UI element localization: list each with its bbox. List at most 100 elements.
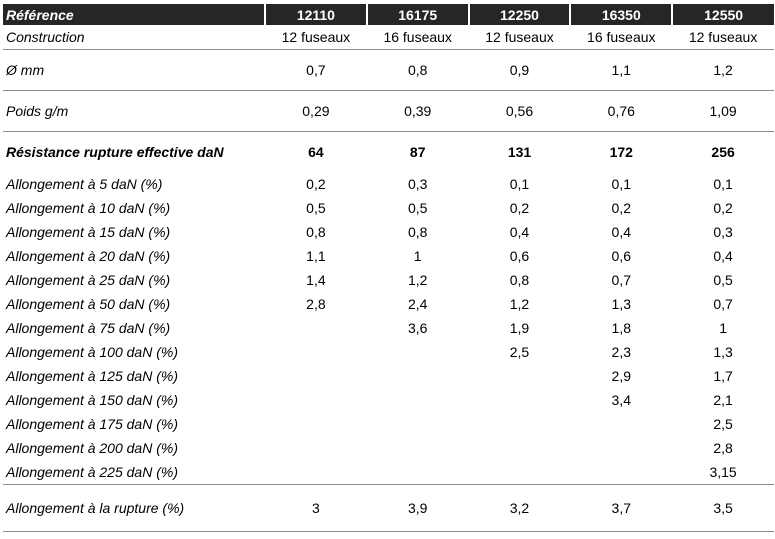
table-cell: [570, 412, 672, 436]
table-cell: [469, 412, 571, 436]
table-cell: 1,2: [407, 272, 428, 288]
table-body: Construction 12 fuseaux 16 fuseaux 12 fusea…: [3, 25, 774, 532]
table-row: Allongement à 75 daN (%) 3,6 1,9 1,8 1: [3, 316, 774, 340]
table-row: Allongement à 5 daN (%) 0,2 0,3 0,1 0,1 0,1: [3, 172, 774, 196]
table-cell: 0,5: [407, 200, 428, 216]
table-cell: 0,5: [713, 272, 733, 288]
table-row: Allongement à la rupture (%) 3 3,9 3,2 3,7 3,…: [3, 484, 774, 532]
header-cell: 12550: [671, 4, 774, 25]
table-cell: 16 fuseaux: [366, 25, 469, 50]
table-cell: 1,09: [672, 90, 774, 132]
table-row: Allongement à 200 daN (%) 2,8: [3, 436, 774, 460]
table-cell: 3: [265, 484, 367, 532]
table-cell: 2,8: [306, 296, 326, 312]
row-label: Allongement à la rupture (%): [3, 484, 265, 532]
row-label: Allongement à 125 daN (%): [6, 368, 178, 384]
row-label: Construction: [3, 25, 265, 50]
table-cell: 0,3: [713, 224, 733, 240]
table-cell: [469, 364, 571, 388]
header-cell: 12250: [467, 4, 571, 25]
specs-table: Référence 12110 16175 12250 16350 12550 …: [3, 4, 774, 532]
table-cell: 256: [711, 144, 735, 160]
table-cell: 0,7: [611, 272, 632, 288]
row-label: Allongement à 20 daN (%): [6, 248, 171, 264]
table-cell: 0,1: [713, 176, 733, 192]
table-cell: 2,5: [509, 344, 530, 360]
row-label: Résistance rupture effective daN: [6, 144, 224, 160]
table-cell: 1: [413, 248, 422, 264]
table-cell: [265, 436, 367, 460]
table-row: Allongement à 100 daN (%) 2,5 2,3 1,3: [3, 340, 774, 364]
table-cell: 0,1: [611, 176, 632, 192]
table-cell: 0,56: [468, 90, 571, 132]
table-cell: 1,1: [570, 49, 673, 91]
row-label: Allongement à 75 daN (%): [6, 320, 171, 336]
table-cell: 2,3: [611, 344, 632, 360]
row-label: Allongement à 25 daN (%): [6, 272, 171, 288]
row-label: Allongement à 175 daN (%): [6, 416, 178, 432]
table-cell: [366, 460, 469, 485]
table-cell: 0,8: [407, 224, 428, 240]
table-row: Allongement à 50 daN (%) 2,8 2,4 1,2 1,3 0,7: [3, 292, 774, 316]
row-label: Allongement à 10 daN (%): [6, 200, 171, 216]
table-row: Allongement à 10 daN (%) 0,5 0,5 0,2 0,2 0,2: [3, 196, 774, 220]
table-row: Allongement à 25 daN (%) 1,4 1,2 0,8 0,7 0,5: [3, 268, 774, 292]
table-cell: [367, 364, 469, 388]
table-header: Référence 12110 16175 12250 16350 12550: [3, 4, 774, 25]
table-cell: 0,8: [306, 224, 326, 240]
table-cell: 1,3: [713, 344, 733, 360]
table-cell: 2,5: [713, 416, 733, 432]
table-cell: 0,7: [713, 296, 733, 312]
table-cell: 0,2: [713, 200, 733, 216]
table-cell: [265, 412, 367, 436]
table-cell: 12 fuseaux: [468, 25, 571, 50]
table-cell: 12 fuseaux: [265, 25, 367, 50]
table-cell: 2,8: [713, 440, 733, 456]
table-cell: 1,4: [306, 272, 326, 288]
table-cell: [469, 436, 571, 460]
table-row: Allongement à 125 daN (%) 2,9 1,7: [3, 364, 774, 388]
table-row: Poids g/m 0,29 0,39 0,56 0,76 1,09: [3, 90, 774, 132]
table-cell: 0,6: [611, 248, 632, 264]
table-row: Allongement à 225 daN (%) 3,15: [3, 460, 774, 485]
table-cell: 64: [308, 144, 324, 160]
table-cell: [265, 316, 367, 340]
table-cell: 1,8: [611, 320, 632, 336]
table-cell: 0,8: [366, 49, 469, 91]
table-cell: [570, 436, 672, 460]
table-cell: [570, 460, 673, 485]
table-cell: 1,9: [509, 320, 530, 336]
row-label: Allongement à 150 daN (%): [6, 392, 178, 408]
table-cell: 0,2: [611, 200, 632, 216]
table-cell: [265, 340, 367, 364]
table-cell: [367, 412, 469, 436]
table-cell: 1,2: [509, 296, 530, 312]
table-cell: 3,7: [570, 484, 673, 532]
table-row: Allongement à 175 daN (%) 2,5: [3, 412, 774, 436]
header-cell-reference: Référence: [3, 4, 265, 25]
table-cell: 0,8: [509, 272, 530, 288]
table-row: Allongement à 150 daN (%) 3,4 2,1: [3, 388, 774, 412]
row-label: Poids g/m: [3, 90, 265, 132]
table-cell: 3,6: [407, 320, 428, 336]
row-label: Ø mm: [3, 49, 265, 91]
table-cell: [265, 460, 367, 485]
header-cell: 12110: [264, 4, 367, 25]
table-cell: 1: [719, 320, 727, 336]
table-cell: 0,9: [468, 49, 571, 91]
table-cell: [367, 436, 469, 460]
table-cell: 3,15: [672, 460, 774, 485]
table-cell: 2,9: [611, 368, 632, 384]
table-row: Résistance rupture effective daN 64 87 131 1…: [3, 132, 774, 173]
table-cell: [468, 460, 571, 485]
table-row: Allongement à 15 daN (%) 0,8 0,8 0,4 0,4 0,3: [3, 220, 774, 244]
table-cell: 0,7: [265, 49, 367, 91]
table-cell: 0,3: [407, 176, 428, 192]
table-cell: [265, 364, 367, 388]
table-cell: 1,1: [306, 248, 326, 264]
row-label: Allongement à 15 daN (%): [6, 224, 171, 240]
table-cell: 3,2: [468, 484, 571, 532]
table-cell: 0,4: [509, 224, 530, 240]
table-cell: 1,3: [611, 296, 632, 312]
table-cell: 0,29: [265, 90, 367, 132]
